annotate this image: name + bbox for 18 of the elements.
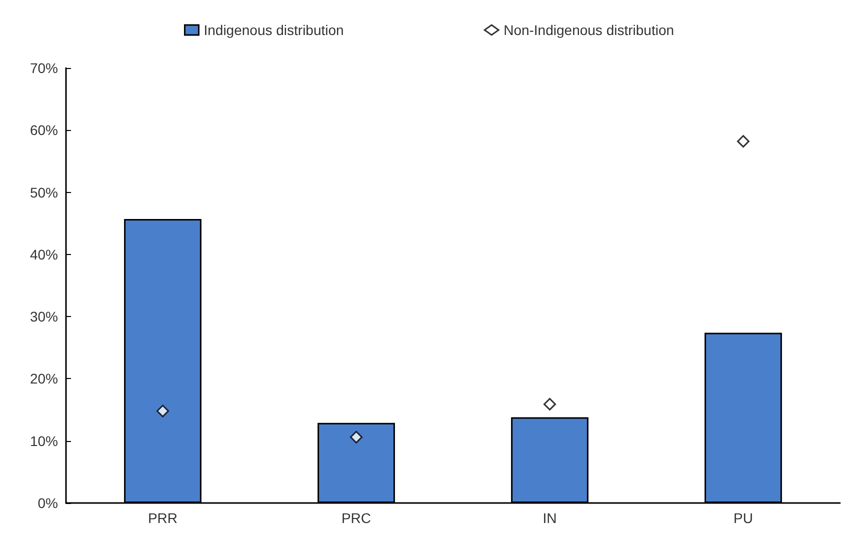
y-tick-label: 60% bbox=[30, 122, 58, 138]
x-tick-label: PRC bbox=[341, 510, 372, 526]
x-tick-label: PRR bbox=[148, 510, 178, 526]
legend-label: Indigenous distribution bbox=[204, 22, 344, 38]
y-tick-label: 0% bbox=[38, 495, 58, 511]
y-tick-label: 20% bbox=[30, 370, 58, 387]
y-tick-label: 50% bbox=[30, 184, 58, 200]
y-tick-label: 40% bbox=[30, 246, 58, 262]
point bbox=[544, 398, 556, 410]
point bbox=[350, 430, 362, 444]
x-tick-label: PU bbox=[734, 510, 753, 526]
x-tick-label: IN bbox=[542, 510, 557, 526]
y-tick-label: 10% bbox=[30, 432, 58, 449]
y-tick-label: 30% bbox=[30, 308, 58, 325]
point bbox=[737, 135, 750, 148]
legend-label: Non-Indigenous distribution bbox=[504, 22, 674, 38]
y-tick-label: 70% bbox=[30, 60, 58, 76]
point bbox=[156, 404, 169, 418]
